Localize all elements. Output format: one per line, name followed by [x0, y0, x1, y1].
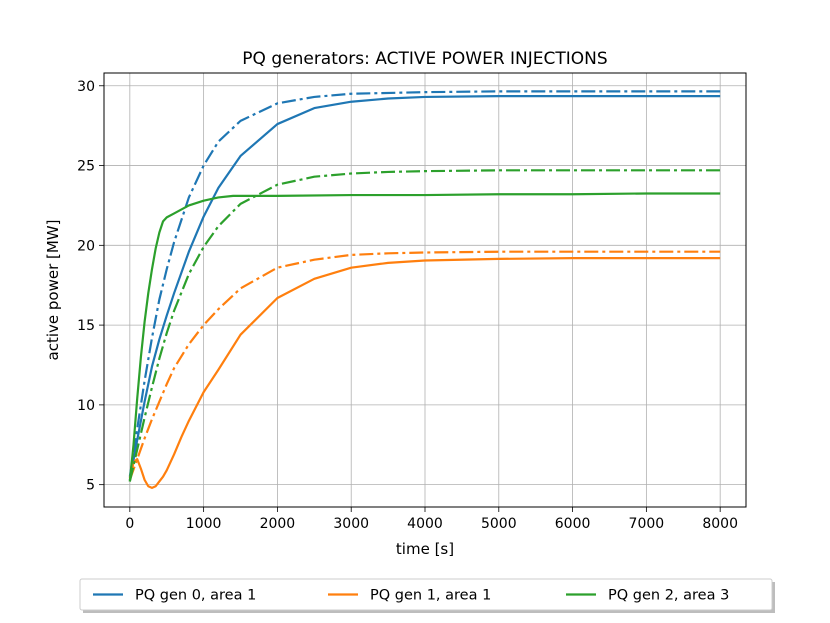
- series-line-2-solid: [128, 256, 721, 489]
- x-axis-label: time [s]: [396, 540, 454, 558]
- legend-label-2: PQ gen 2, area 3: [608, 588, 729, 604]
- x-tick-label: 1000: [186, 516, 222, 532]
- series-layer: [128, 90, 721, 489]
- x-tick-label: 6000: [555, 516, 591, 532]
- grid: [104, 73, 746, 507]
- series-line-4-solid: [128, 192, 721, 482]
- x-tick-label: 3000: [333, 516, 369, 532]
- ticks: 0 1000 2000 3000 4000 5000 6000 7000 8000 5 10 15 20…: [77, 79, 738, 532]
- y-tick-label: 20: [77, 238, 95, 254]
- y-tick-label: 5: [86, 478, 95, 494]
- legend-label-1: PQ gen 1, area 1: [370, 588, 491, 604]
- legend-label-0: PQ gen 0, area 1: [135, 588, 256, 604]
- x-tick-label: 8000: [702, 516, 738, 532]
- series-line-0-solid: [128, 95, 721, 481]
- legend: PQ gen 0, area 1 PQ gen 1, area 1 PQ gen 2…: [79, 578, 775, 613]
- x-tick-label: 2000: [260, 516, 296, 532]
- y-axis-label: active power [MW]: [44, 220, 62, 361]
- chart-title: PQ generators: ACTIVE POWER INJECTIONS: [242, 49, 607, 69]
- x-tick-label: 0: [125, 516, 134, 532]
- x-tick-label: 4000: [407, 516, 443, 532]
- x-tick-label: 5000: [481, 516, 517, 532]
- y-tick-label: 30: [77, 79, 95, 95]
- series-line-3-dashdot: [128, 250, 721, 481]
- y-tick-label: 10: [77, 398, 95, 414]
- legend-box: [79, 578, 773, 611]
- x-tick-label: 7000: [629, 516, 665, 532]
- y-tick-label: 25: [77, 159, 95, 175]
- series-line-5-dashdot: [128, 169, 721, 482]
- y-tick-label: 15: [77, 318, 95, 334]
